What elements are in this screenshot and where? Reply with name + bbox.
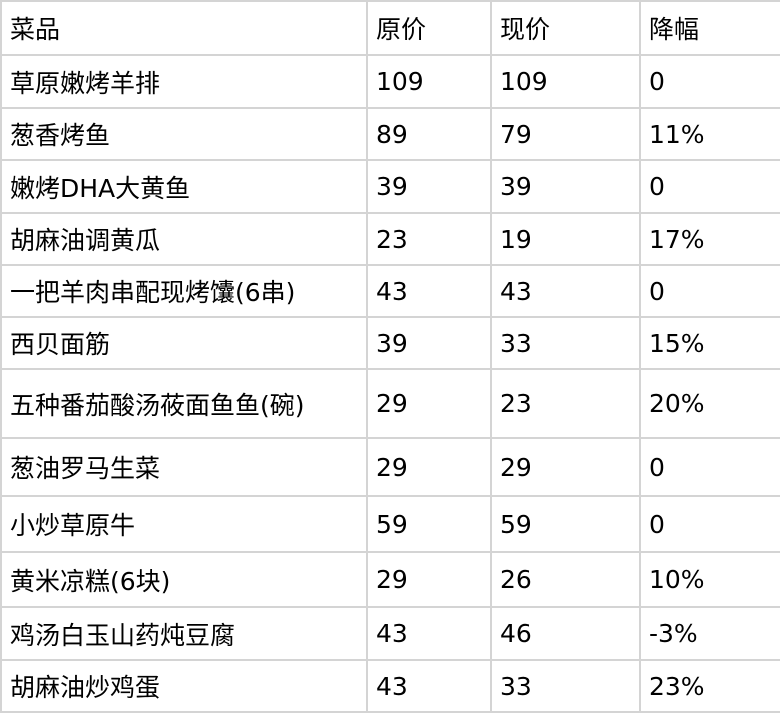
- table-row: 胡麻油炒鸡蛋 43 33 23%: [0, 659, 780, 713]
- cell-discount: 17%: [639, 212, 780, 266]
- cell-current-price: 23: [490, 368, 641, 439]
- cell-current-price: 59: [490, 495, 641, 553]
- table-row: 五种番茄酸汤莜面鱼鱼(碗) 29 23 20%: [0, 368, 780, 439]
- table-row: 葱油罗马生菜 29 29 0: [0, 437, 780, 497]
- cell-discount: 10%: [639, 551, 780, 608]
- cell-dish: 胡麻油调黄瓜: [0, 212, 368, 266]
- cell-original-price: 89: [366, 107, 492, 161]
- cell-original-price: 29: [366, 368, 492, 439]
- table-row: 黄米凉糕(6块) 29 26 10%: [0, 551, 780, 608]
- cell-dish: 胡麻油炒鸡蛋: [0, 659, 368, 713]
- cell-discount: 11%: [639, 107, 780, 161]
- header-discount: 降幅: [639, 0, 780, 56]
- table-row: 胡麻油调黄瓜 23 19 17%: [0, 212, 780, 266]
- cell-original-price: 59: [366, 495, 492, 553]
- cell-original-price: 29: [366, 551, 492, 608]
- table-row: 嫩烤DHA大黄鱼 39 39 0: [0, 159, 780, 214]
- cell-dish: 草原嫩烤羊排: [0, 54, 368, 109]
- table-row: 小炒草原牛 59 59 0: [0, 495, 780, 553]
- cell-discount: 15%: [639, 316, 780, 370]
- cell-discount: 20%: [639, 368, 780, 439]
- cell-discount: 23%: [639, 659, 780, 713]
- cell-dish: 五种番茄酸汤莜面鱼鱼(碗): [0, 368, 368, 439]
- table-row: 西贝面筋 39 33 15%: [0, 316, 780, 370]
- cell-current-price: 29: [490, 437, 641, 497]
- cell-current-price: 39: [490, 159, 641, 214]
- cell-current-price: 79: [490, 107, 641, 161]
- cell-discount: 0: [639, 159, 780, 214]
- cell-current-price: 33: [490, 659, 641, 713]
- cell-discount: 0: [639, 264, 780, 318]
- cell-original-price: 23: [366, 212, 492, 266]
- header-row: 菜品 原价 现价 降幅: [0, 0, 780, 56]
- cell-dish: 葱香烤鱼: [0, 107, 368, 161]
- header-original-price: 原价: [366, 0, 492, 56]
- cell-original-price: 43: [366, 264, 492, 318]
- cell-discount: 0: [639, 495, 780, 553]
- cell-original-price: 29: [366, 437, 492, 497]
- cell-discount: 0: [639, 437, 780, 497]
- cell-dish: 黄米凉糕(6块): [0, 551, 368, 608]
- table-row: 草原嫩烤羊排 109 109 0: [0, 54, 780, 109]
- cell-discount: 0: [639, 54, 780, 109]
- cell-original-price: 43: [366, 606, 492, 661]
- cell-dish: 一把羊肉串配现烤馕(6串): [0, 264, 368, 318]
- cell-current-price: 46: [490, 606, 641, 661]
- cell-original-price: 39: [366, 159, 492, 214]
- table-row: 鸡汤白玉山药炖豆腐 43 46 -3%: [0, 606, 780, 661]
- cell-current-price: 109: [490, 54, 641, 109]
- cell-dish: 小炒草原牛: [0, 495, 368, 553]
- header-current-price: 现价: [490, 0, 641, 56]
- cell-dish: 西贝面筋: [0, 316, 368, 370]
- cell-dish: 鸡汤白玉山药炖豆腐: [0, 606, 368, 661]
- cell-original-price: 109: [366, 54, 492, 109]
- table-row: 一把羊肉串配现烤馕(6串) 43 43 0: [0, 264, 780, 318]
- table-row: 葱香烤鱼 89 79 11%: [0, 107, 780, 161]
- cell-dish: 嫩烤DHA大黄鱼: [0, 159, 368, 214]
- header-dish: 菜品: [0, 0, 368, 56]
- cell-discount: -3%: [639, 606, 780, 661]
- cell-dish: 葱油罗马生菜: [0, 437, 368, 497]
- cell-current-price: 43: [490, 264, 641, 318]
- cell-current-price: 33: [490, 316, 641, 370]
- cell-current-price: 26: [490, 551, 641, 608]
- cell-original-price: 43: [366, 659, 492, 713]
- cell-original-price: 39: [366, 316, 492, 370]
- cell-current-price: 19: [490, 212, 641, 266]
